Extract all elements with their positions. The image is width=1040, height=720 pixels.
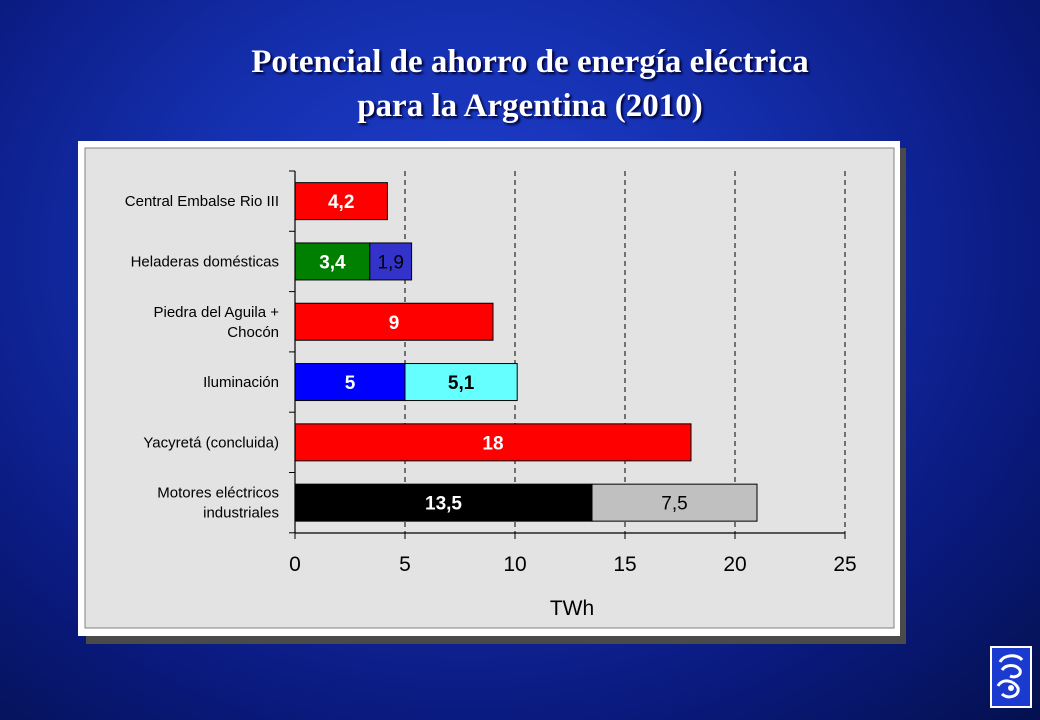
category-label: Yacyretá (concluida)	[143, 434, 279, 451]
x-tick-label: 15	[613, 553, 636, 576]
category-label-line: Heladeras domésticas	[131, 253, 279, 270]
institution-logo-icon	[996, 654, 1024, 699]
category-label-line: Central Embalse Rio III	[125, 193, 279, 210]
bar-data-label: 18	[482, 433, 503, 454]
bar-data-label: 5	[345, 373, 356, 394]
bar-segment	[294, 483, 593, 522]
title-line-2: para la Argentina (2010)	[357, 88, 703, 124]
category-label-line: Chocón	[227, 324, 279, 341]
bar-data-label: 7,5	[661, 494, 687, 515]
x-tick-label: 10	[503, 553, 526, 576]
bar-segment	[404, 363, 518, 402]
x-tick-label: 5	[399, 553, 411, 576]
bar-data-label: 9	[389, 313, 400, 334]
slide-title: Potencial de ahorro de energía eléctrica…	[0, 40, 1040, 128]
bar-segment	[294, 302, 494, 341]
category-label: Iluminación	[203, 374, 279, 391]
chart-frame: 4,2 3,4 1,9 9 5 5,1 18 13,5 7,5 0 5 10 15 20 25 TWh Ce…	[78, 141, 900, 636]
category-label-line: Motores eléctricos	[157, 485, 279, 502]
x-axis-label: TWh	[550, 597, 594, 620]
bar-segment	[369, 242, 413, 281]
bar-data-label: 5,1	[448, 373, 475, 394]
category-label-line: Piedra del Aguila +	[153, 304, 279, 321]
x-tick-label: 25	[833, 553, 856, 576]
category-label-line: industriales	[203, 505, 279, 522]
title-line-1: Potencial de ahorro de energía eléctrica	[251, 44, 809, 80]
category-label-line: Iluminación	[203, 374, 279, 391]
category-label: Piedra del Aguila + Chocón	[153, 304, 279, 341]
bar-data-label: 13,5	[425, 494, 462, 515]
category-label-line: Yacyretá (concluida)	[143, 434, 279, 451]
category-label: Central Embalse Rio III	[125, 193, 279, 210]
category-label: Motores eléctricos industriales	[157, 485, 279, 522]
bar-data-label: 4,2	[328, 192, 354, 213]
category-label: Heladeras domésticas	[131, 253, 279, 270]
bar-data-label: 1,9	[377, 252, 403, 273]
x-tick-label: 0	[289, 553, 301, 576]
bar-segment	[294, 363, 406, 402]
x-tick-label: 20	[723, 553, 746, 576]
bar-data-label: 3,4	[319, 252, 346, 273]
logo	[990, 646, 1032, 708]
bar-segment	[294, 423, 692, 462]
bar-chart: 4,2 3,4 1,9 9 5 5,1 18 13,5 7,5 0 5 10 15 20 25 TWh Ce…	[84, 147, 895, 629]
bar-segment	[591, 483, 758, 522]
